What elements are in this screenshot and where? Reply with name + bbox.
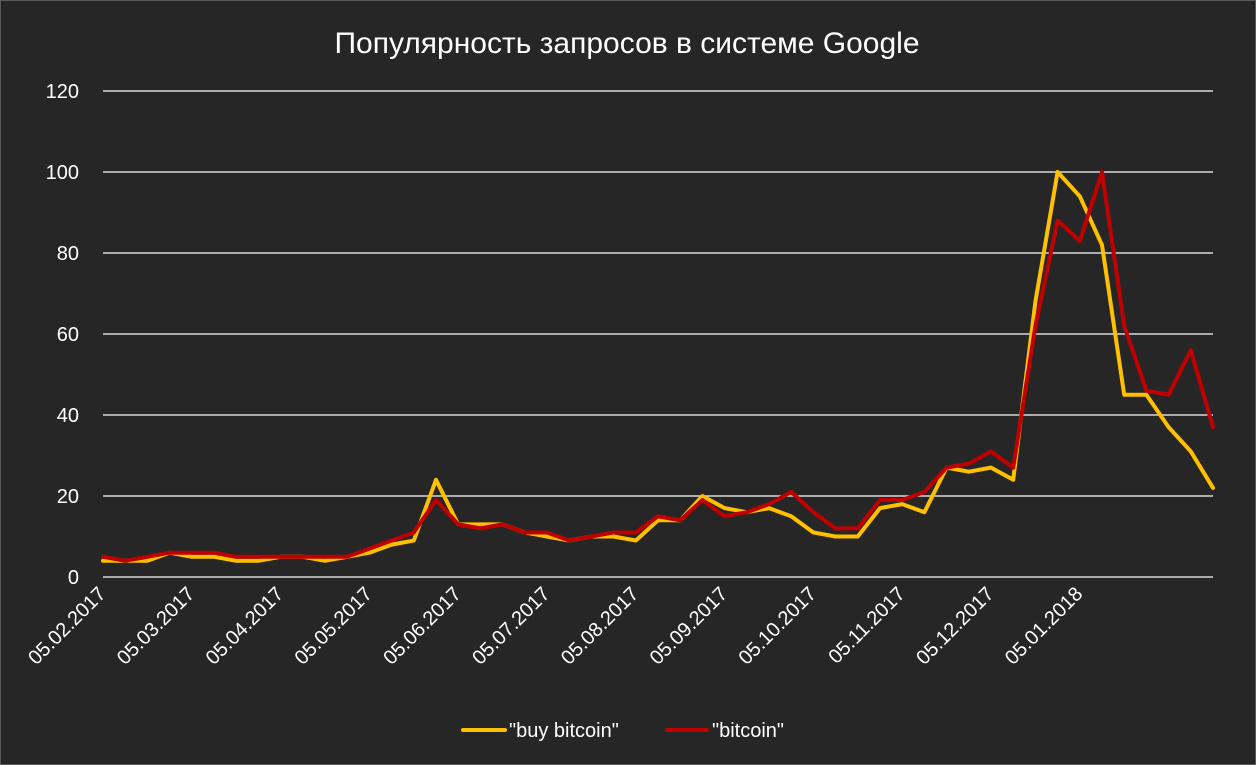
x-tick-label: 05.02.2017: [24, 583, 110, 669]
legend-label-bitcoin: "bitcoin": [712, 720, 784, 742]
legend: "buy bitcoin" "bitcoin": [461, 720, 784, 742]
x-tick-label: 05.08.2017: [557, 583, 643, 669]
chart-title: Популярность запросов в системе Google: [334, 27, 919, 60]
legend-label-buy-bitcoin: "buy bitcoin": [509, 720, 619, 742]
x-tick-label: 05.12.2017: [912, 583, 998, 669]
y-tick-label: 80: [57, 243, 79, 265]
x-tick-label: 05.01.2018: [1001, 583, 1087, 669]
y-tick-label: 20: [57, 486, 79, 508]
y-axis-tick-labels: 0 20 40 60 80 100 120: [46, 81, 79, 589]
x-tick-label: 05.03.2017: [113, 583, 199, 669]
x-tick-label: 05.10.2017: [735, 583, 821, 669]
series-line-buy-bitcoin: [101, 170, 1215, 563]
x-tick-label: 05.07.2017: [468, 583, 554, 669]
y-tick-label: 100: [46, 162, 79, 184]
x-tick-label: 05.06.2017: [379, 583, 465, 669]
y-tick-label: 60: [57, 324, 79, 346]
gridlines: [103, 90, 1213, 578]
y-tick-label: 0: [68, 567, 79, 589]
series-line-bitcoin: [101, 170, 1215, 563]
x-tick-label: 05.05.2017: [291, 583, 377, 669]
y-tick-label: 120: [46, 81, 79, 103]
x-tick-label: 05.11.2017: [824, 583, 909, 668]
series-lines: [101, 170, 1215, 563]
x-tick-label: 05.09.2017: [646, 583, 732, 669]
x-tick-label: 05.04.2017: [202, 583, 288, 669]
x-axis-tick-labels: 05.02.2017 05.03.2017 05.04.2017 05.05.2017…: [24, 583, 1087, 669]
y-tick-label: 40: [57, 405, 79, 427]
